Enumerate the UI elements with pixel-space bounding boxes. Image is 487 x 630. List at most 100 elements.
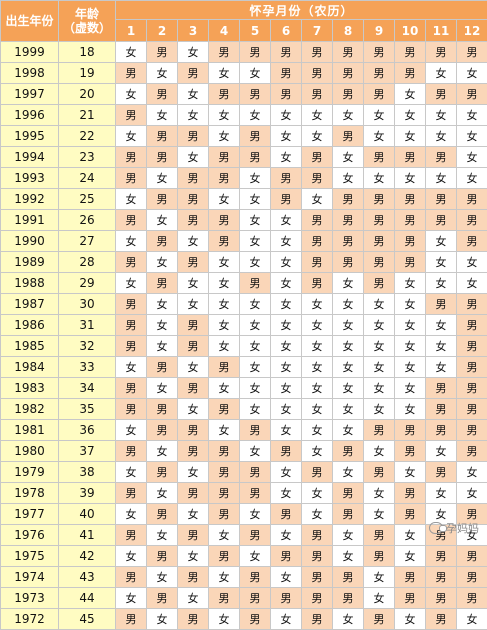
gender-cell: 女 — [209, 105, 240, 126]
gender-cell: 女 — [457, 168, 487, 189]
gender-cell: 男 — [395, 504, 426, 525]
gender-cell: 男 — [209, 504, 240, 525]
gender-cell: 男 — [333, 588, 364, 609]
month-header-5: 5 — [240, 20, 271, 42]
gender-cell: 男 — [364, 546, 395, 567]
gender-cell: 男 — [240, 420, 271, 441]
month-header-1: 1 — [116, 20, 147, 42]
gender-cell: 女 — [395, 336, 426, 357]
gender-cell: 男 — [333, 231, 364, 252]
gender-cell: 女 — [240, 105, 271, 126]
gender-cell: 女 — [395, 84, 426, 105]
age-cell: 40 — [59, 504, 116, 525]
gender-cell: 男 — [116, 63, 147, 84]
gender-cell: 女 — [302, 189, 333, 210]
gender-cell: 女 — [333, 399, 364, 420]
gender-cell: 男 — [240, 609, 271, 630]
gender-cell: 女 — [302, 441, 333, 462]
gender-cell: 女 — [395, 126, 426, 147]
age-cell: 37 — [59, 441, 116, 462]
gender-cell: 女 — [426, 105, 457, 126]
gender-cell: 女 — [364, 357, 395, 378]
gender-cell: 女 — [364, 315, 395, 336]
age-cell: 19 — [59, 63, 116, 84]
gender-cell: 男 — [240, 588, 271, 609]
gender-cell: 男 — [457, 315, 487, 336]
gender-cell: 男 — [116, 252, 147, 273]
gender-cell: 女 — [364, 441, 395, 462]
gender-cell: 男 — [147, 231, 178, 252]
gender-cell: 女 — [302, 315, 333, 336]
birth-year-cell: 1995 — [1, 126, 59, 147]
gender-cell: 女 — [209, 189, 240, 210]
gender-cell: 女 — [457, 126, 487, 147]
gender-cell: 男 — [116, 399, 147, 420]
gender-cell: 男 — [457, 336, 487, 357]
gender-cell: 男 — [209, 168, 240, 189]
gender-cell: 男 — [457, 420, 487, 441]
gender-cell: 男 — [147, 462, 178, 483]
gender-cell: 男 — [147, 546, 178, 567]
gender-cell: 男 — [457, 294, 487, 315]
gender-cell: 女 — [333, 336, 364, 357]
gender-cell: 男 — [426, 147, 457, 168]
gender-cell: 女 — [271, 252, 302, 273]
gender-cell: 男 — [426, 462, 457, 483]
gender-cell: 女 — [395, 609, 426, 630]
birth-year-cell: 1997 — [1, 84, 59, 105]
gender-cell: 女 — [395, 462, 426, 483]
gender-cell: 女 — [271, 483, 302, 504]
gender-cell: 男 — [240, 462, 271, 483]
gender-cell: 男 — [178, 168, 209, 189]
gender-cell: 男 — [395, 420, 426, 441]
gender-cell: 男 — [395, 252, 426, 273]
gender-cell: 男 — [364, 252, 395, 273]
age-cell: 29 — [59, 273, 116, 294]
gender-cell: 女 — [271, 126, 302, 147]
birth-year-cell: 1979 — [1, 462, 59, 483]
gender-cell: 女 — [271, 462, 302, 483]
age-header-line1: 年龄 — [59, 7, 115, 21]
age-cell: 30 — [59, 294, 116, 315]
month-header-7: 7 — [302, 20, 333, 42]
gender-cell: 女 — [457, 105, 487, 126]
birth-year-cell: 1983 — [1, 378, 59, 399]
gender-cell: 女 — [426, 441, 457, 462]
gender-cell: 女 — [364, 399, 395, 420]
gender-cell: 男 — [116, 315, 147, 336]
gender-cell: 男 — [395, 147, 426, 168]
gender-cell: 女 — [364, 378, 395, 399]
gender-cell: 男 — [116, 336, 147, 357]
gender-cell: 女 — [240, 168, 271, 189]
gender-cell: 女 — [240, 378, 271, 399]
gender-cell: 女 — [333, 525, 364, 546]
gender-cell: 男 — [178, 525, 209, 546]
gender-cell: 女 — [333, 147, 364, 168]
gender-cell: 女 — [457, 147, 487, 168]
gender-cell: 女 — [271, 399, 302, 420]
gender-cell: 女 — [178, 231, 209, 252]
gender-cell: 男 — [240, 567, 271, 588]
gender-cell: 女 — [147, 315, 178, 336]
gender-cell: 女 — [147, 252, 178, 273]
gender-cell: 男 — [457, 567, 487, 588]
birth-year-cell: 1990 — [1, 231, 59, 252]
gender-cell: 女 — [240, 546, 271, 567]
gender-cell: 男 — [395, 441, 426, 462]
month-header-8: 8 — [333, 20, 364, 42]
birth-year-cell: 1989 — [1, 252, 59, 273]
gender-cell: 男 — [178, 483, 209, 504]
gender-cell: 男 — [147, 42, 178, 63]
birth-year-cell: 1975 — [1, 546, 59, 567]
gender-cell: 女 — [302, 399, 333, 420]
